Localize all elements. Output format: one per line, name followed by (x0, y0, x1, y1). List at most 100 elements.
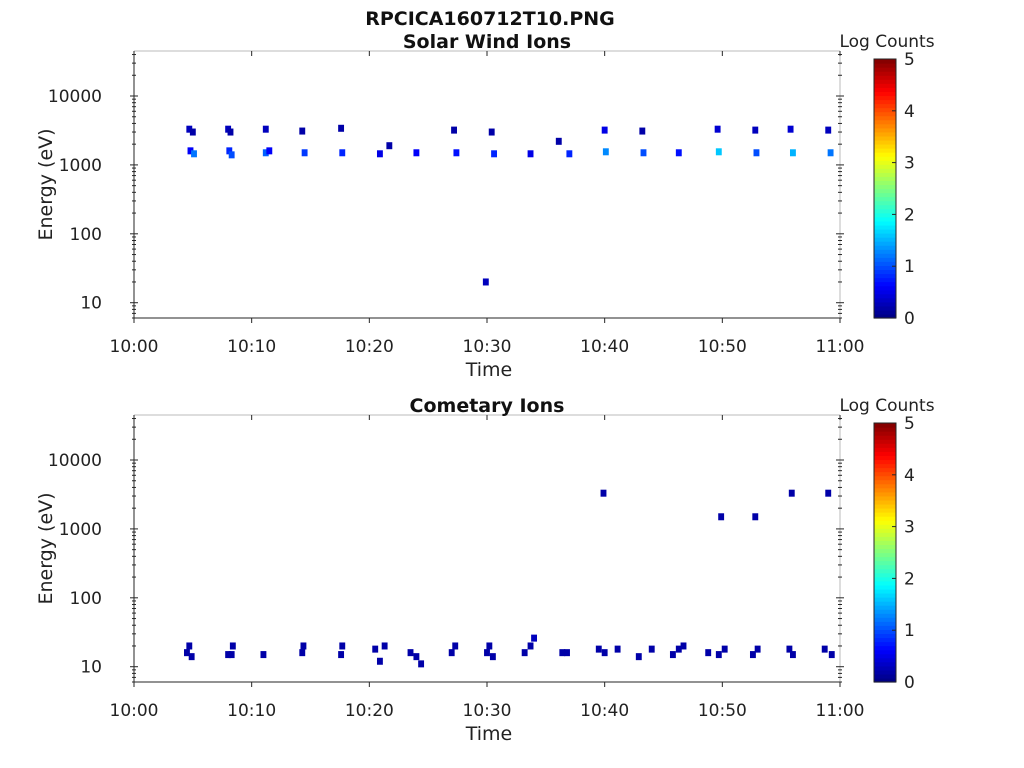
colorbar-segment (874, 63, 896, 68)
heatmap-cell (484, 649, 490, 657)
colorbar-segment (874, 524, 896, 529)
colorbar-tick-label: 3 (904, 518, 915, 538)
heatmap-cell (789, 149, 796, 157)
heatmap-cell (453, 149, 460, 157)
colorbar-segment (874, 237, 896, 242)
colorbar-segment (874, 59, 896, 64)
colorbar-segment (874, 99, 896, 105)
heatmap-cell (386, 142, 393, 150)
colorbar-segment (874, 532, 896, 537)
colorbar-segment (874, 204, 896, 210)
colorbar-segment (874, 592, 896, 598)
heatmap-cell (186, 642, 193, 650)
heatmap-cell (226, 147, 233, 155)
x-tick-label: 11:00 (816, 701, 865, 721)
panel-title: Solar Wind Ions (403, 31, 571, 53)
heatmap-cell (600, 489, 607, 497)
colorbar-segment (874, 148, 896, 153)
colorbar-segment (874, 621, 896, 626)
heatmap-cells (184, 489, 835, 668)
heatmap-cell (749, 651, 756, 659)
y-tick-label: 100 (70, 589, 102, 609)
colorbar-tick-label: 3 (904, 154, 915, 174)
heatmap-cell (299, 649, 306, 657)
heatmap-cell (338, 124, 345, 132)
colorbar-segment (874, 200, 896, 206)
heatmap-cell (718, 513, 725, 521)
colorbar-segment (874, 540, 896, 546)
x-tick-label: 10:10 (227, 701, 276, 721)
heatmap-cell (564, 649, 570, 657)
heatmap-cell (482, 278, 489, 286)
colorbar-segment (874, 455, 896, 461)
colorbar-tick-label: 5 (904, 50, 915, 70)
colorbar-segment (874, 305, 896, 311)
colorbar-segment (874, 277, 896, 283)
heatmap-cell (376, 150, 383, 158)
heatmap-cell (714, 125, 721, 133)
x-tick-label: 10:20 (345, 701, 394, 721)
colorbar-segment (874, 645, 896, 651)
colorbar-segment (874, 168, 896, 173)
colorbar-segment (874, 447, 896, 452)
colorbar-segment (874, 528, 896, 533)
heatmap-cells (186, 124, 834, 286)
colorbar-segment (874, 568, 896, 574)
heatmap-cell (266, 147, 273, 155)
colorbar-segment (874, 475, 896, 481)
colorbar-segment (874, 665, 896, 671)
colorbar-segment (874, 139, 896, 145)
colorbar-segment (874, 576, 896, 582)
heatmap-cell (828, 651, 835, 659)
heatmap-cell (705, 649, 712, 657)
heatmap-cell (648, 645, 655, 653)
colorbar-segment (874, 180, 896, 186)
heatmap-cell (262, 149, 269, 157)
colorbar-segment (874, 580, 896, 586)
heatmap-cell (825, 489, 832, 497)
colorbar-segment (874, 184, 896, 190)
panel-solar-wind-ions: 10:00 10:10 10:20 10:30 10:40 10:50 11:0010100… (35, 31, 935, 381)
heatmap-cell (184, 649, 190, 657)
heatmap-cell (753, 149, 760, 157)
colorbar-segment (874, 601, 896, 606)
panel-cometary-ions: 10:00 10:10 10:20 10:30 10:40 10:50 11:0010100… (35, 395, 935, 745)
colorbar-segment (874, 79, 896, 84)
colorbar-tick-label: 2 (904, 205, 915, 225)
heatmap-cell (489, 653, 496, 661)
heatmap-cell (189, 128, 196, 136)
colorbar-segment (874, 261, 896, 266)
heatmap-cell (531, 634, 538, 642)
colorbar-segment (874, 135, 896, 141)
colorbar-segment (874, 95, 896, 101)
colorbar-segment (874, 241, 896, 246)
heatmap-cell (680, 642, 687, 650)
colorbar-segment (874, 471, 896, 477)
colorbar-segment (874, 451, 896, 456)
colorbar-segment (874, 516, 896, 521)
heatmap-cell (754, 645, 761, 653)
colorbar-label: Log Counts (839, 32, 934, 52)
colorbar-segment (874, 572, 896, 578)
colorbar-segment (874, 617, 896, 622)
colorbar-segment (874, 495, 896, 501)
colorbar-segment (874, 188, 896, 194)
colorbar-segment (874, 544, 896, 550)
colorbar-segment (874, 609, 896, 614)
heatmap-cell (527, 642, 534, 650)
colorbar-frame (873, 58, 897, 319)
colorbar-segment (874, 483, 896, 489)
heatmap-cell (413, 149, 420, 157)
heatmap-cell (260, 651, 267, 659)
heatmap-cell (527, 150, 534, 158)
colorbar-segment (874, 503, 896, 509)
colorbar-segment (874, 273, 896, 279)
heatmap-cell (376, 657, 383, 665)
colorbar-segment (874, 111, 896, 117)
colorbar-segment (874, 548, 896, 554)
colorbar-segment (874, 253, 896, 258)
heatmap-cell (669, 651, 676, 659)
heatmap-cell (448, 649, 455, 657)
colorbar-segment (874, 435, 896, 440)
